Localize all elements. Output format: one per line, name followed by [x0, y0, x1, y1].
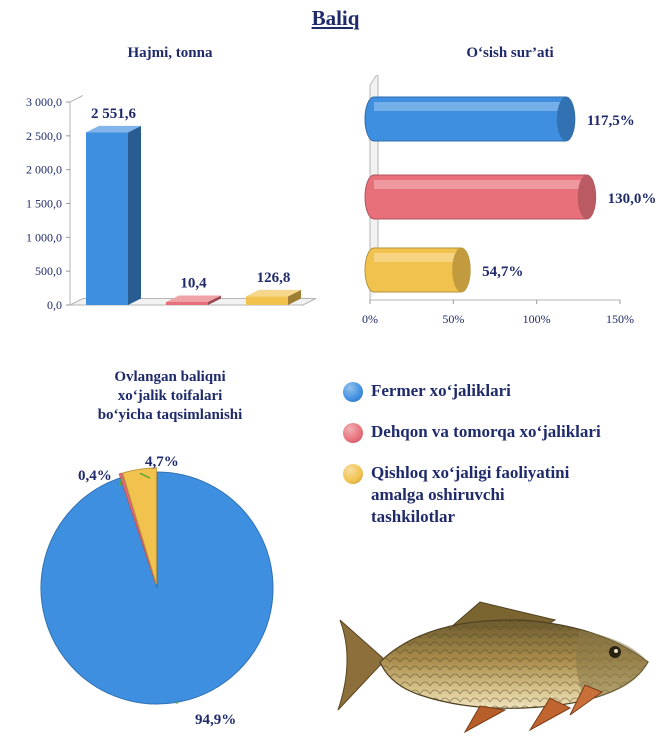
- pie-title-line: bo‘yicha taqsimlanishi: [97, 407, 243, 423]
- bar-side: [208, 295, 221, 305]
- y-tick-label: 2 500,0: [26, 129, 62, 143]
- bar-value-label: 130,0%: [608, 191, 657, 207]
- bar-cap: [452, 248, 471, 292]
- bar-highlight: [374, 102, 566, 111]
- y-tick-label: 0,0: [47, 298, 62, 312]
- bar-highlight: [374, 253, 462, 262]
- pie-title-line: Ovlangan baliqni: [114, 369, 226, 385]
- pie-value-label: 94,9%: [195, 712, 236, 728]
- y-tick-label: 500,0: [35, 264, 62, 278]
- fish-tail: [337, 619, 386, 711]
- legend-label: Dehqon va tomorqa xo‘jaliklari: [371, 422, 601, 441]
- y-tick-label: 2 000,0: [26, 163, 62, 177]
- pie-slice: [118, 472, 157, 585]
- pie-chart-title: Ovlangan baliqni xo‘jalik toifalari bo‘yic…: [40, 368, 300, 425]
- bar-top: [86, 125, 141, 133]
- bar-side: [128, 125, 141, 305]
- bar: [86, 132, 128, 305]
- pie-value-label: 0,4%: [78, 468, 112, 484]
- legend-item: Dehqon va tomorqa xo‘jaliklari: [343, 421, 663, 443]
- volume-chart-title: Hajmi, tonna: [127, 45, 213, 61]
- x-tick-label: 150%: [606, 312, 634, 326]
- fish-illustration: [337, 601, 649, 734]
- growth-bar-chart: 0% 50% 100% 150% 117,5% 130,0% 54,7%: [362, 75, 657, 326]
- pie-leader-line: [119, 477, 123, 487]
- bar: [246, 296, 288, 305]
- chart-legend: Fermer xo‘jaliklari Dehqon va tomorqa xo‘…: [343, 380, 663, 547]
- pie-slice: [122, 467, 157, 585]
- y-axis-line: [69, 95, 84, 305]
- volume-bar-chart: 0,0 500,0 1 000,0 1 500,0 2 000,0 2 500,0 3 00…: [26, 95, 317, 312]
- bar-value-label: 126,8: [257, 270, 291, 286]
- bar-value-label: 2 551,6: [91, 106, 137, 122]
- legend-item: Fermer xo‘jaliklari: [343, 380, 663, 402]
- page-title: Baliq: [311, 6, 360, 30]
- bar-value-label: 117,5%: [587, 113, 635, 129]
- legend-swatch: [343, 382, 363, 402]
- legend-label: Fermer xo‘jaliklari: [371, 381, 511, 400]
- bar-value-label: 54,7%: [482, 264, 523, 280]
- fish-anal-fin: [463, 705, 507, 734]
- legend-swatch: [343, 464, 363, 484]
- pie-leader-line: [139, 472, 151, 479]
- x-tick-label: 50%: [442, 312, 464, 326]
- y-tick-label: 1 500,0: [26, 197, 62, 211]
- y-tick-label: 3 000,0: [26, 95, 62, 109]
- bar-side: [288, 289, 301, 305]
- bar-top: [166, 295, 221, 302]
- pie-slice: [40, 471, 274, 705]
- y-tick-label: 1 000,0: [26, 230, 62, 244]
- distribution-pie-chart: 94,9% 0,4% 4,7%: [40, 454, 274, 728]
- pie-title-line: xo‘jalik toifalari: [117, 388, 223, 404]
- bar-value-label: 10,4: [180, 276, 207, 292]
- growth-chart-title: O‘sish sur’ati: [466, 45, 554, 61]
- legend-label: Qishloq xo‘jaligi faoliyatini amalga oshi…: [371, 463, 570, 526]
- fish-pelvic-fin: [528, 697, 572, 732]
- bar-cap: [556, 97, 575, 141]
- pie-value-label: 4,7%: [145, 454, 179, 470]
- bar: [166, 302, 208, 305]
- bar-highlight: [374, 180, 587, 189]
- x-tick-label: 100%: [523, 312, 551, 326]
- x-tick-label: 0%: [362, 312, 378, 326]
- bar-cap: [577, 175, 596, 219]
- bar-top: [246, 289, 301, 297]
- legend-item: Qishloq xo‘jaligi faoliyatini amalga oshi…: [343, 462, 663, 528]
- legend-swatch: [343, 423, 363, 443]
